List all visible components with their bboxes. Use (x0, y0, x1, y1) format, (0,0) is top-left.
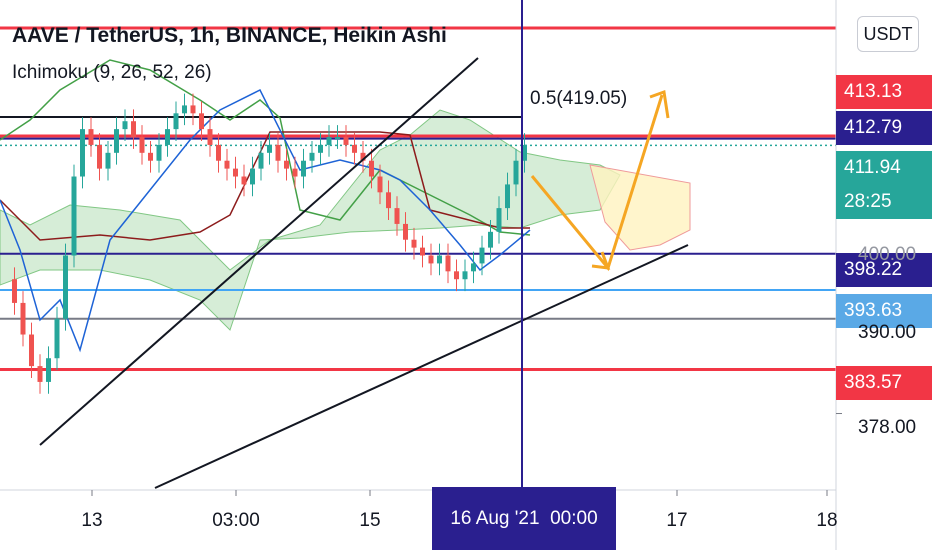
y-tick-label: 390.00 (858, 322, 917, 343)
x-tick-label: 17 (666, 510, 688, 531)
y-tick-label: 378.00 (858, 417, 917, 438)
candle-body (335, 137, 340, 140)
candle-body (318, 144, 323, 153)
candle-body (20, 302, 26, 335)
candle-body (267, 144, 272, 153)
price-tag: 383.57 (836, 366, 932, 400)
chart-title: AAVE / TetherUS, 1h, BINANCE, Heikin Ash… (12, 24, 447, 47)
candle-body (343, 137, 349, 145)
candle-body (275, 144, 281, 161)
fib-level-label: 0.5(419.05) (530, 88, 628, 109)
candle-body (360, 152, 366, 161)
arrow-head-up (649, 89, 670, 119)
ichimoku-cloud-bear (589, 164, 691, 251)
candle-body (207, 129, 213, 145)
candle-body (131, 121, 136, 138)
candle-body (80, 129, 85, 177)
candle-body (488, 231, 493, 248)
tenkan-sen-line (0, 88, 531, 353)
crosshair-time-label: 16 Aug '21 00:00 (432, 487, 616, 550)
candle-body (403, 223, 408, 240)
candle-body (479, 247, 485, 264)
indicator-label[interactable]: Ichimoku (9, 26, 52, 26) (12, 62, 212, 83)
candle-body (190, 105, 196, 114)
candle-body (428, 255, 434, 264)
candle-body (377, 176, 383, 193)
candle-body (386, 192, 391, 209)
candle-body (394, 208, 400, 224)
candle-body (46, 358, 51, 382)
candle-body (471, 263, 476, 272)
candle-body (139, 137, 145, 153)
candle-body (29, 334, 34, 367)
price-tag: 393.63 (836, 294, 932, 328)
candle-body (224, 160, 230, 169)
candle-body (496, 208, 502, 232)
candle-body (71, 176, 77, 256)
candle-body (309, 152, 315, 161)
candle-body (420, 247, 425, 256)
candle-body (182, 105, 187, 114)
candle-body (37, 366, 43, 382)
trend-line-upper (39, 57, 479, 446)
y-tick-label-partial: 400.00 (858, 244, 917, 265)
candle-body (513, 160, 519, 185)
candle-body (352, 144, 357, 153)
x-tick-label: 15 (359, 510, 381, 531)
candle-body (63, 255, 68, 319)
candle-body (292, 168, 298, 177)
candle-body (165, 129, 170, 145)
candle-body (454, 271, 459, 280)
price-tag: 413.13 (836, 75, 932, 109)
candle-body (173, 113, 179, 130)
x-tick-label: 18 (816, 510, 838, 531)
candle-body (54, 318, 60, 359)
candle-body (122, 121, 128, 130)
countdown-tag: 28:25 (836, 185, 932, 219)
trend-line-lower (154, 244, 689, 489)
candle-body (437, 255, 442, 264)
candle-body (522, 144, 527, 161)
candle-body (301, 160, 306, 177)
candle-body (250, 168, 255, 185)
candle-body (199, 113, 204, 130)
price-tag: 411.94 (836, 151, 932, 185)
candle-body (148, 152, 153, 161)
candle-body (505, 184, 510, 209)
candle-body (462, 271, 468, 280)
candle-body (258, 152, 264, 169)
candle-body (411, 239, 417, 248)
candle-body (216, 144, 221, 161)
candle-body (114, 129, 119, 153)
price-tag: 398.22 (836, 253, 932, 287)
currency-button[interactable]: USDT (857, 16, 919, 52)
candle-body (156, 144, 162, 161)
candle-body (445, 255, 451, 272)
candle-body (241, 176, 247, 185)
x-tick-label: 13 (81, 510, 103, 531)
x-tick-label: 03:00 (212, 510, 260, 531)
candle-body (369, 160, 374, 177)
candle-body (233, 168, 238, 177)
candle-body (12, 279, 17, 303)
candle-body (284, 160, 289, 169)
candle-body (88, 129, 94, 145)
candle-body (326, 137, 332, 145)
candle-body (105, 152, 111, 169)
arrow-head-down (591, 251, 611, 270)
candle-body (97, 144, 102, 169)
price-tag: 412.79 (836, 111, 932, 145)
